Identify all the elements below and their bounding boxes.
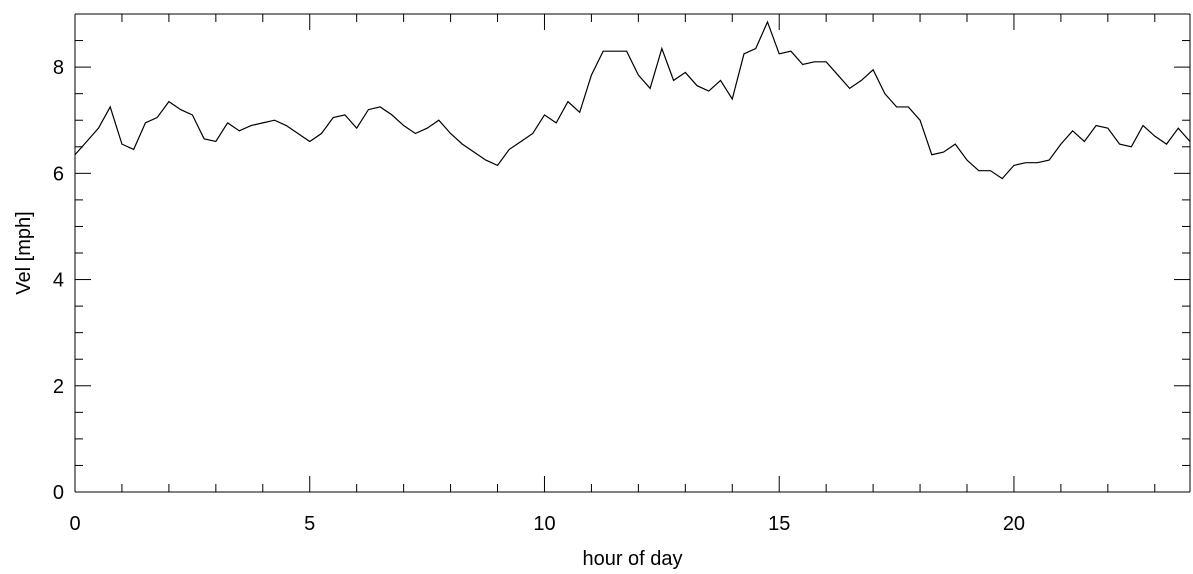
- y-tick-label: 8: [53, 57, 64, 79]
- x-tick-label: 0: [69, 513, 80, 535]
- x-axis-ticks: 0 5 10 15 20: [69, 14, 1156, 535]
- y-axis-title: Vel [mph]: [13, 211, 35, 294]
- x-tick-label: 15: [768, 513, 790, 535]
- y-tick-label: 0: [53, 482, 64, 504]
- series-line-1: [74, 20, 1191, 180]
- plot-frame: [74, 13, 1191, 493]
- series-layer: [74, 20, 1191, 180]
- x-tick-label: 10: [533, 513, 555, 535]
- x-tick-label: 5: [304, 513, 315, 535]
- x-axis-title: hour of day: [582, 548, 682, 570]
- y-axis-ticks: 0 2 4 6 8: [53, 13, 1190, 504]
- y-tick-label: 4: [53, 270, 64, 292]
- x-tick-label: 20: [1003, 513, 1025, 535]
- y-tick-label: 2: [53, 376, 64, 398]
- y-tick-label: 6: [53, 163, 64, 185]
